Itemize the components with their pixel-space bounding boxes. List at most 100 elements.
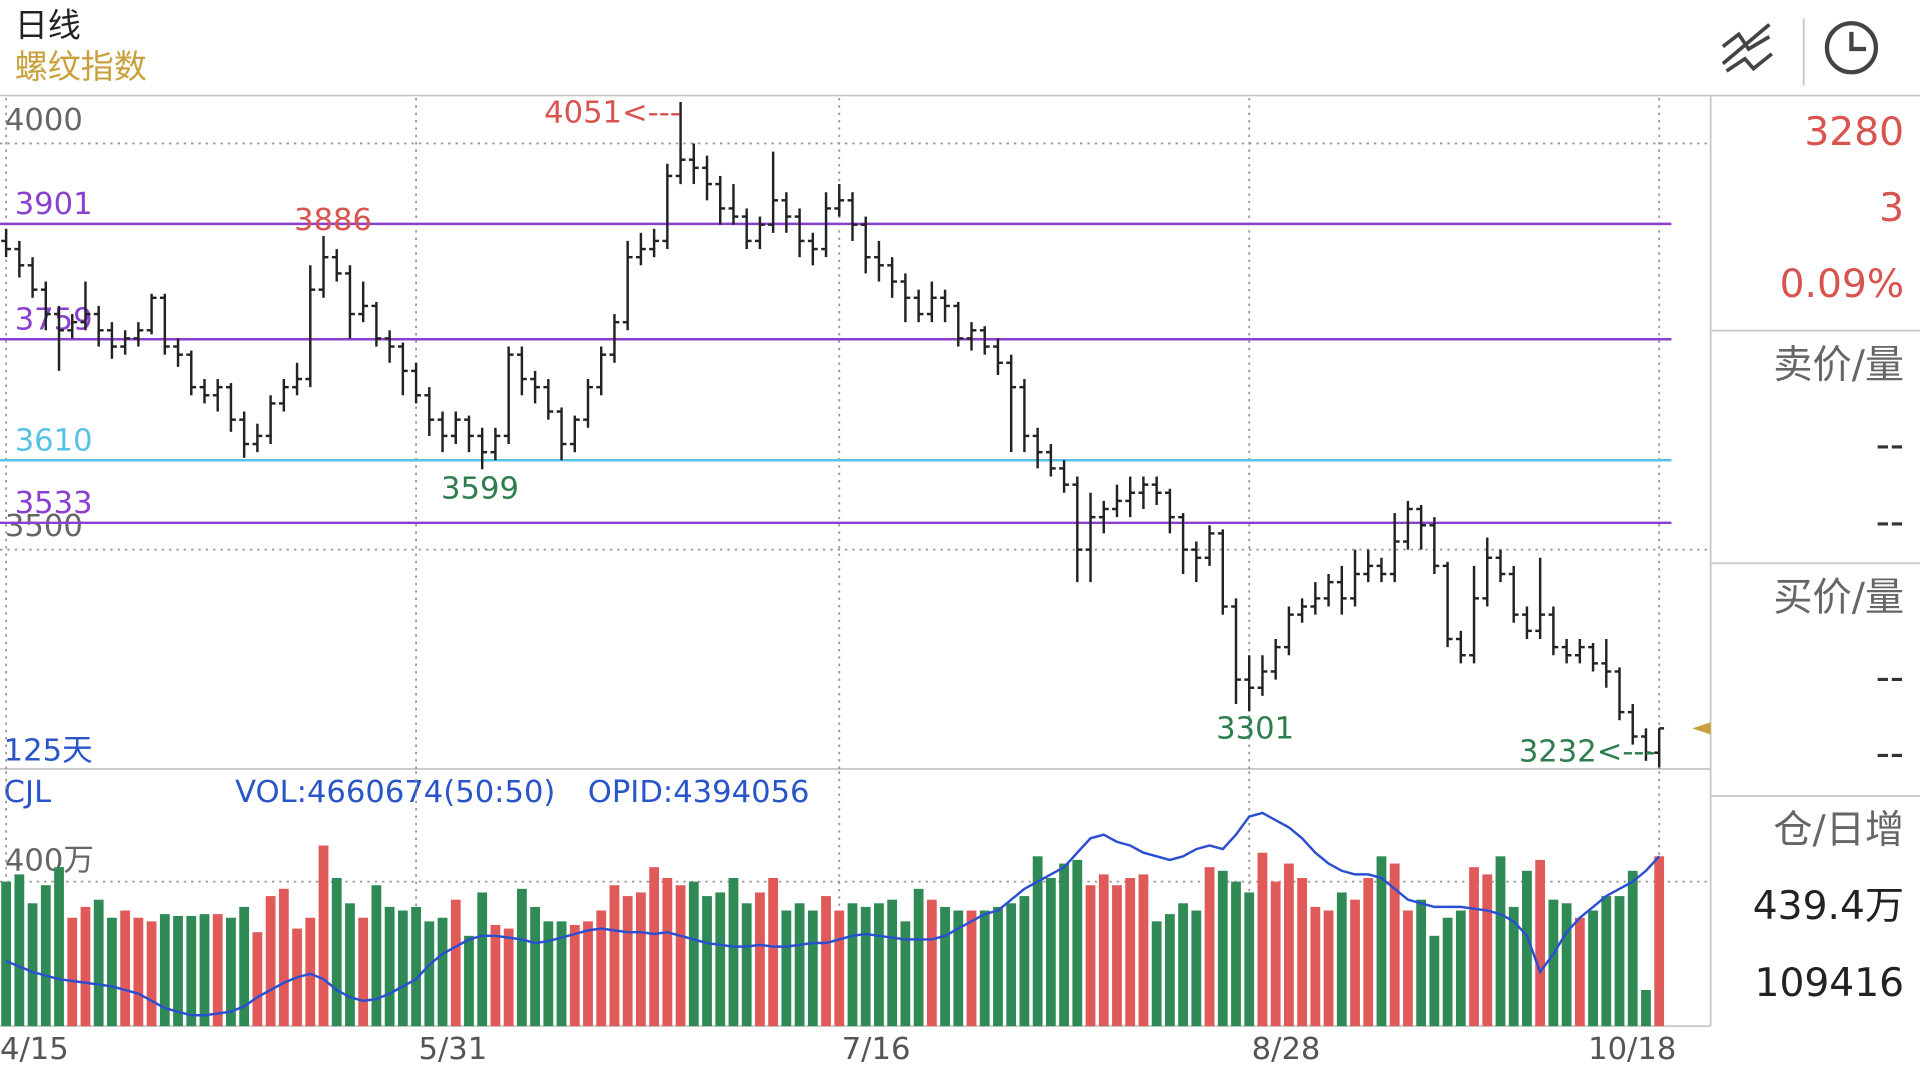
volume-bar	[80, 906, 91, 1027]
volume-bar	[1006, 903, 1017, 1027]
volume-bar	[1019, 896, 1030, 1027]
volume-bar	[358, 917, 369, 1027]
volume-bar	[1522, 870, 1532, 1027]
volume-bar	[503, 928, 514, 1027]
volume-bar	[397, 910, 408, 1027]
volume-bar	[120, 910, 131, 1027]
volume-bar	[1217, 870, 1228, 1027]
volume-bar	[1442, 917, 1453, 1027]
open-interest: 439.4万	[1753, 884, 1904, 929]
volume-bar	[556, 921, 567, 1027]
volume-bar	[741, 903, 752, 1027]
volume-bar	[437, 917, 448, 1027]
level-label: 3533	[15, 486, 93, 521]
volume-bar	[1204, 867, 1215, 1027]
volume-bar	[67, 917, 78, 1027]
volume-bar	[477, 892, 488, 1027]
opid-label: OPID:4394056	[588, 775, 810, 810]
volume-bar	[1098, 874, 1109, 1027]
volume-bar	[1389, 863, 1400, 1027]
x-tick-label: 5/31	[419, 1032, 488, 1067]
volume-bar	[1336, 892, 1347, 1027]
x-tick-label: 8/28	[1252, 1032, 1321, 1067]
volume-bar	[609, 885, 620, 1027]
volume-bar	[728, 878, 739, 1027]
indicator-name: CJL	[4, 775, 51, 810]
volume-bar	[1072, 859, 1083, 1027]
volume-bar	[1112, 885, 1122, 1027]
oi-line	[5, 811, 1661, 1017]
volume-bar	[1045, 878, 1056, 1027]
volume-bar	[715, 892, 726, 1027]
volume-bar	[1284, 863, 1294, 1027]
volume-bar	[1482, 874, 1493, 1027]
volume-bar	[107, 917, 117, 1027]
volume-bar	[1231, 881, 1241, 1027]
volume-bar	[768, 878, 779, 1027]
volume-bar	[345, 903, 355, 1027]
volume-bar	[93, 899, 104, 1027]
volume-bar	[940, 906, 950, 1027]
volume-bar	[1574, 917, 1585, 1027]
volume-bar	[1508, 906, 1519, 1027]
volume-bar	[688, 881, 699, 1027]
instrument-title: 螺纹指数	[15, 47, 147, 86]
y-tick-label: 4000	[5, 103, 83, 138]
y-tick-label: 400万	[5, 844, 94, 879]
volume-bar	[1416, 899, 1427, 1027]
volume-bar	[913, 888, 924, 1027]
days-label: 125天	[4, 733, 93, 768]
volume-bar	[662, 878, 673, 1027]
volume-bar	[1627, 870, 1638, 1027]
volume-bar	[265, 896, 276, 1027]
volume-bar	[1641, 989, 1651, 1027]
clock-icon[interactable]	[1824, 21, 1879, 75]
volume-bar	[384, 906, 395, 1027]
x-tick-label: 7/16	[842, 1032, 911, 1067]
volume-bar	[159, 914, 170, 1027]
volume-bar	[14, 874, 25, 1027]
volume-bar	[1469, 867, 1479, 1027]
level-label: 3759	[15, 302, 93, 337]
volume-bar	[834, 910, 845, 1027]
volume-bar	[212, 914, 223, 1027]
volume-bar	[1350, 899, 1360, 1027]
volume-bar	[807, 910, 818, 1027]
ask-label: 卖价/量	[1773, 343, 1904, 388]
volume-bar	[1, 881, 12, 1027]
volume-bar	[464, 935, 474, 1027]
trend-icon[interactable]	[1721, 23, 1773, 73]
volume-bar	[543, 921, 554, 1027]
volume-bar	[1244, 892, 1255, 1027]
volume-bar	[622, 896, 633, 1027]
volume-bar	[1164, 914, 1175, 1027]
volume-bar	[1032, 856, 1043, 1027]
volume-bar	[1654, 856, 1665, 1027]
volume-bar	[979, 910, 990, 1027]
volume-bar	[318, 845, 329, 1027]
ask-price: --	[1876, 422, 1904, 467]
volume-bar	[966, 910, 977, 1027]
volume-bar	[993, 906, 1003, 1027]
volume-bar	[755, 892, 765, 1027]
volume-bar	[583, 921, 593, 1027]
volume-bar	[821, 896, 831, 1027]
volume-bar	[847, 903, 858, 1027]
annotation: 4051<---	[544, 95, 681, 130]
volume-bar	[1561, 903, 1572, 1027]
volume-bar	[146, 921, 157, 1027]
volume-bar	[1138, 874, 1149, 1027]
last-price: 3280	[1804, 110, 1904, 155]
volume-bar	[133, 917, 144, 1027]
bid-price: --	[1876, 655, 1904, 700]
volume-bar	[1429, 935, 1440, 1027]
ask-volume: --	[1876, 500, 1904, 545]
volume-bar	[371, 885, 382, 1027]
volume-bar	[278, 888, 289, 1027]
y-tick-label: 3500	[5, 509, 83, 544]
annotation: 3301	[1216, 711, 1294, 746]
volume-bar	[199, 914, 210, 1027]
bid-label: 买价/量	[1773, 576, 1904, 621]
volume-bar	[490, 924, 501, 1027]
volume-bar	[1270, 881, 1281, 1027]
